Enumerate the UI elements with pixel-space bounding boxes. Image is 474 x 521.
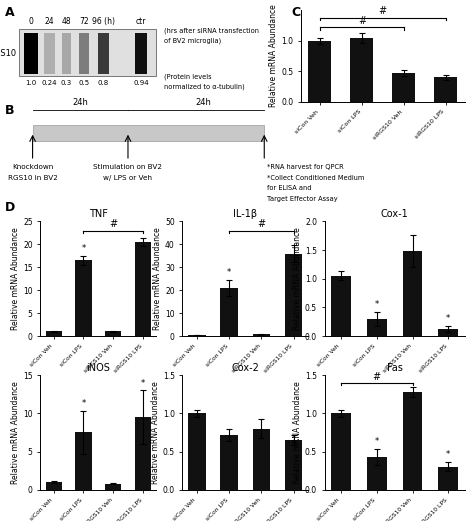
Bar (75, 432, 91, 490)
Bar (402, 251, 422, 336)
Text: 0.5: 0.5 (79, 80, 90, 86)
Text: Target Effector Assay: Target Effector Assay (267, 196, 337, 202)
FancyBboxPatch shape (62, 33, 71, 73)
Y-axis label: Relative mRNA Abundance: Relative mRNA Abundance (151, 381, 160, 484)
Text: *: * (82, 244, 86, 253)
Bar (392, 73, 415, 102)
FancyBboxPatch shape (99, 33, 109, 73)
Text: (hrs after siRNA transfection: (hrs after siRNA transfection (164, 27, 258, 34)
Text: 48: 48 (61, 17, 71, 26)
Text: #: # (373, 371, 381, 381)
FancyBboxPatch shape (24, 33, 38, 73)
Text: ctr: ctr (136, 17, 146, 26)
Y-axis label: Relative mRNA Abundance: Relative mRNA Abundance (11, 381, 20, 484)
Bar (46, 331, 62, 336)
Text: *: * (141, 379, 145, 388)
Text: (Protein levels: (Protein levels (164, 73, 211, 80)
Text: *: * (374, 437, 379, 446)
FancyBboxPatch shape (80, 33, 89, 73)
Bar (331, 413, 351, 490)
Text: *: * (374, 300, 379, 309)
Text: 96 (h): 96 (h) (92, 17, 115, 26)
Text: *Collect Conditioned Medium: *Collect Conditioned Medium (267, 175, 365, 181)
Bar (367, 457, 387, 490)
Text: #: # (379, 6, 387, 17)
Title: iNOS: iNOS (86, 363, 110, 373)
Bar (402, 392, 422, 490)
Text: A: A (5, 6, 14, 19)
Title: IL-1β: IL-1β (233, 209, 257, 219)
Text: *: * (82, 399, 86, 408)
Text: C: C (292, 6, 301, 19)
Text: 24: 24 (45, 17, 55, 26)
Bar (220, 435, 238, 490)
Bar (188, 413, 206, 490)
Bar (253, 334, 270, 336)
Text: Stimulation on BV2: Stimulation on BV2 (93, 164, 163, 170)
FancyBboxPatch shape (44, 33, 55, 73)
Title: Cox-2: Cox-2 (231, 363, 259, 373)
Bar (309, 41, 331, 102)
Text: RGS10: RGS10 (0, 49, 16, 58)
Bar (105, 331, 121, 336)
Bar (331, 276, 351, 336)
Text: B: B (5, 104, 14, 117)
Bar (434, 77, 457, 102)
FancyBboxPatch shape (135, 33, 147, 73)
Text: Knockdown: Knockdown (12, 164, 53, 170)
Text: RGS10 in BV2: RGS10 in BV2 (8, 175, 57, 181)
Y-axis label: Relative mRNA Abundance: Relative mRNA Abundance (11, 227, 20, 330)
Text: 0.8: 0.8 (98, 80, 109, 86)
Bar (350, 38, 374, 102)
Text: for ELISA and: for ELISA and (267, 185, 311, 191)
Text: *: * (446, 450, 450, 460)
Text: 0.94: 0.94 (134, 80, 149, 86)
FancyBboxPatch shape (19, 29, 156, 77)
Bar (220, 288, 238, 336)
FancyBboxPatch shape (33, 125, 264, 141)
Text: w/ LPS or Veh: w/ LPS or Veh (103, 175, 153, 181)
Y-axis label: Relative mRNA Abundance: Relative mRNA Abundance (293, 227, 302, 330)
Title: TNF: TNF (89, 209, 108, 219)
Y-axis label: Relative mRNA Abundance: Relative mRNA Abundance (293, 381, 302, 484)
Bar (188, 335, 206, 336)
Text: 72: 72 (79, 17, 89, 26)
Text: *: * (446, 315, 450, 324)
Title: Cox-1: Cox-1 (381, 209, 409, 219)
Text: #: # (109, 219, 117, 229)
Bar (285, 440, 302, 490)
Bar (75, 260, 91, 336)
Text: 1.0: 1.0 (26, 80, 37, 86)
Text: #: # (257, 219, 265, 229)
Text: of BV2 microglia): of BV2 microglia) (164, 38, 221, 44)
Bar (105, 483, 121, 490)
Text: 24h: 24h (195, 98, 211, 107)
Bar (135, 417, 151, 490)
Bar (367, 319, 387, 336)
Bar (438, 467, 458, 490)
Bar (438, 329, 458, 336)
Text: 0.24: 0.24 (42, 80, 57, 86)
Title: Fas: Fas (387, 363, 402, 373)
Text: #: # (358, 16, 366, 26)
Bar (253, 429, 270, 490)
Text: 24h: 24h (73, 98, 88, 107)
Text: *: * (227, 268, 231, 277)
Text: 0: 0 (29, 17, 34, 26)
Bar (285, 254, 302, 336)
Text: normalized to α-tubulin): normalized to α-tubulin) (164, 84, 244, 90)
Y-axis label: Relative mRNA Abundance: Relative mRNA Abundance (153, 227, 162, 330)
Text: D: D (5, 201, 15, 214)
Text: 0.3: 0.3 (61, 80, 72, 86)
Text: *RNA harvest for QPCR: *RNA harvest for QPCR (267, 164, 344, 170)
Bar (135, 242, 151, 336)
Y-axis label: Relative mRNA Abundance: Relative mRNA Abundance (269, 5, 278, 107)
Bar (46, 482, 62, 490)
